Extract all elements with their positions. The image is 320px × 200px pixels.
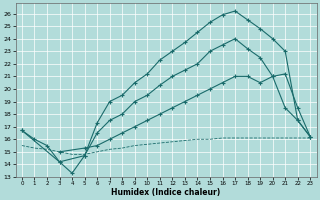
X-axis label: Humidex (Indice chaleur): Humidex (Indice chaleur) bbox=[111, 188, 221, 197]
